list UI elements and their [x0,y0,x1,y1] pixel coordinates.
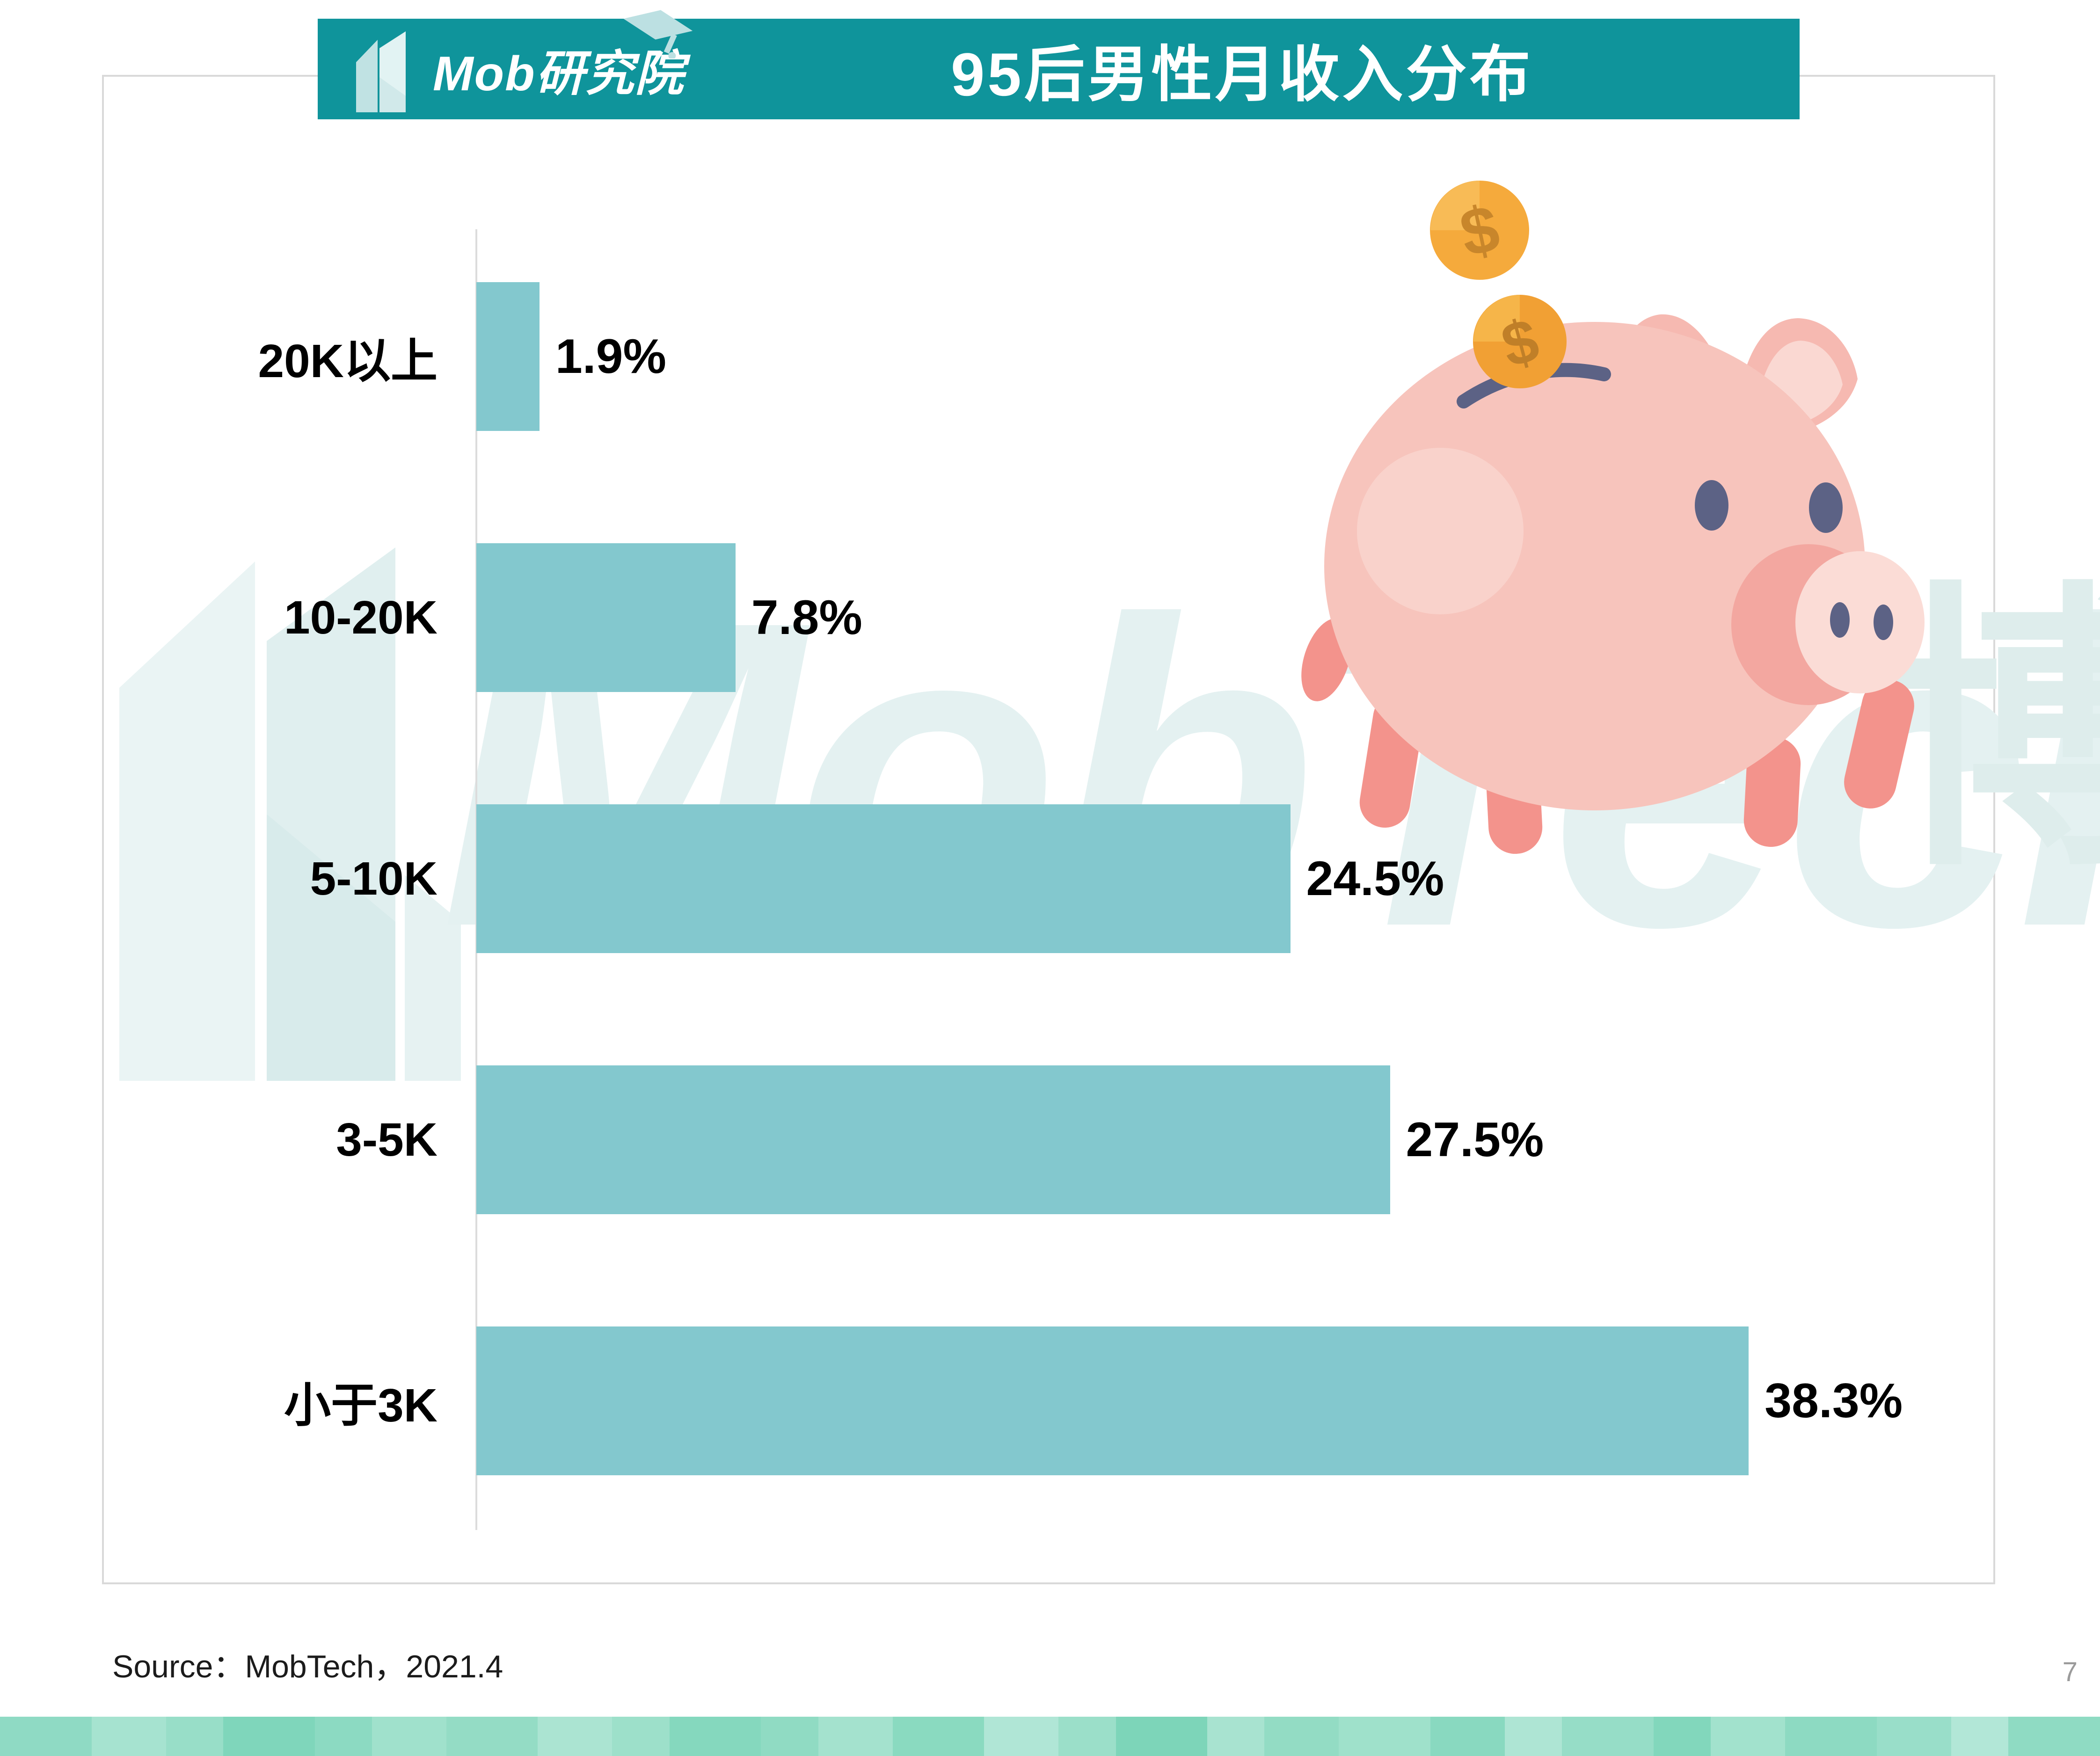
footer-band [1562,1717,1654,1756]
footer-band [669,1717,761,1756]
bar-3-5k [476,1065,1390,1214]
category-label: 3-5K [336,1113,438,1166]
chart-row: 小于3K 38.3% [0,1326,2100,1475]
chart-row: 3-5K 27.5% [0,1065,2100,1214]
footer-band [223,1717,315,1756]
footer-band [984,1717,1059,1756]
bar-track: 38.3% [476,1326,1903,1475]
logo-text: Mob研究院 [433,47,685,101]
pig-nostril [1874,605,1893,640]
chart-row: 5-10K 24.5% [0,804,2100,953]
footer-band [612,1717,670,1756]
footer-band [892,1717,984,1756]
bar-track: 24.5% [476,804,1805,953]
chart-row: 10-20K 7.8% [0,543,2100,692]
footer-band [314,1717,372,1756]
bar-10-20k [476,543,736,692]
footer-band [1711,1717,1786,1756]
category-label: 20K以上 [258,335,438,387]
bar-track: 7.8% [476,543,1805,692]
pig-nostril [1830,602,1850,638]
pig-snout [1795,551,1925,693]
bar-20k-plus [476,282,540,431]
footer-band [2008,1717,2100,1756]
bar-track: 1.9% [476,282,1805,431]
pig-eye-right [1809,482,1843,533]
pig-leg-icon [1844,679,1914,809]
value-label: 24.5% [1306,851,1444,906]
graduation-cap-icon [623,10,693,58]
pig-eye-left [1695,480,1728,531]
coin-icon: $ [1473,295,1567,388]
footer-band [1505,1717,1562,1756]
footer-band [538,1717,612,1756]
footer-band [0,1717,92,1756]
building-watermark-icon [119,547,461,1081]
pig-body [1324,322,1865,810]
page-number: 7 [2062,1657,2078,1687]
footer-band [1339,1717,1431,1756]
bar-5-10k [476,804,1291,953]
footer-band [1058,1717,1116,1756]
pig-highlight [1357,448,1524,614]
footer-band [818,1717,893,1756]
building-logo-icon [356,31,406,112]
footer-decorative-strip [0,1717,2100,1756]
footer-band [1116,1717,1208,1756]
category-label: 5-10K [310,852,438,905]
piggy-bank-illustration: $ $ [1301,181,1925,854]
footer-band [1951,1717,2009,1756]
footer-band [1876,1717,1951,1756]
footer-band [1264,1717,1339,1756]
header-bar: Mob研究院 95后男性月收入分布 [318,10,1800,119]
category-label: 10-20K [284,591,438,644]
value-label: 1.9% [555,329,666,384]
footer-band [1430,1717,1505,1756]
bar-track: 27.5% [476,1065,1805,1214]
footer-band [761,1717,818,1756]
footer-band [166,1717,223,1756]
footer-band [1785,1717,1877,1756]
source-note: Source：MobTech，2021.4 [112,1648,503,1684]
page-title: 95后男性月收入分布 [951,40,1533,109]
value-label: 7.8% [751,590,862,645]
coin-icon: $ [1430,181,1529,280]
mob-logo: Mob研究院 [350,10,693,112]
chart-row: 20K以上 1.9% [0,282,2100,431]
footer-band [1654,1717,1711,1756]
footer-band [1207,1717,1265,1756]
category-label: 小于3K [284,1379,438,1432]
pig-leg-icon [1743,737,1801,847]
value-label: 27.5% [1406,1112,1544,1167]
bar-under-3k [476,1326,1749,1475]
footer-band [91,1717,166,1756]
value-label: 38.3% [1765,1373,1903,1428]
footer-band [372,1717,446,1756]
footer-band [446,1717,538,1756]
